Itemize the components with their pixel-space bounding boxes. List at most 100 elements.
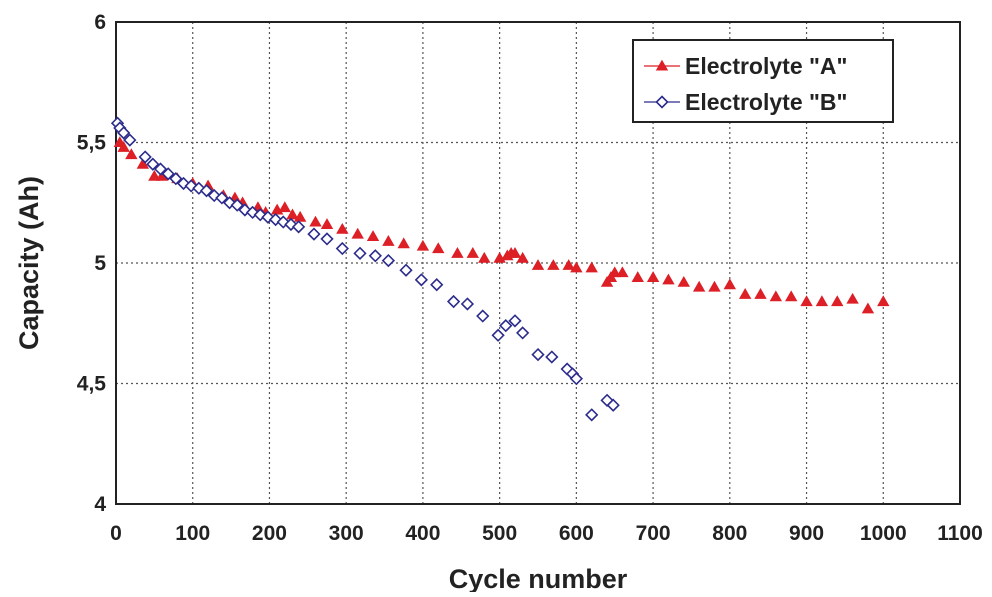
data-point	[381, 253, 396, 268]
data-point	[309, 215, 322, 227]
x-tick-label: 800	[712, 522, 747, 545]
data-point	[570, 261, 583, 273]
data-point	[616, 266, 629, 278]
data-point	[815, 295, 829, 307]
data-point	[585, 261, 598, 273]
data-point	[293, 210, 307, 222]
data-point	[723, 278, 737, 290]
data-point	[368, 249, 382, 263]
data-point	[446, 294, 461, 309]
data-point	[125, 148, 138, 160]
legend-marker	[655, 59, 669, 71]
data-point	[117, 126, 131, 140]
legend-box	[632, 39, 894, 123]
data-point	[646, 271, 660, 282]
data-point	[677, 275, 690, 287]
data-point	[769, 290, 783, 302]
data-point	[738, 288, 752, 299]
x-tick-label: 700	[636, 522, 671, 545]
data-point	[382, 235, 395, 246]
data-point	[432, 242, 445, 254]
x-tick-label: 500	[482, 522, 517, 545]
data-point	[606, 398, 620, 412]
legend-label: Electrolyte "B"	[685, 89, 847, 115]
x-tick-label: 900	[789, 522, 824, 545]
x-tick-label: 1000	[860, 522, 907, 545]
data-point	[460, 297, 475, 311]
data-point	[245, 205, 260, 220]
data-point	[800, 295, 813, 307]
y-axis-title: Capacity (Ah)	[14, 176, 44, 350]
y-tick-label: 5	[94, 252, 106, 275]
data-point	[123, 133, 137, 147]
x-tick-label: 0	[110, 522, 122, 545]
data-point	[516, 326, 530, 340]
data-point	[708, 280, 721, 292]
data-point	[451, 247, 464, 258]
legend-label: Electrolyte "A"	[685, 53, 847, 79]
data-point	[508, 314, 522, 328]
data-point	[397, 237, 410, 249]
data-point	[508, 247, 522, 258]
x-axis-title: Cycle number	[449, 564, 628, 592]
data-point	[754, 288, 767, 299]
data-point	[336, 222, 349, 234]
x-tick-label: 1100	[937, 522, 983, 545]
data-point	[466, 247, 479, 258]
series-electrolyte-a	[113, 136, 890, 314]
data-point	[291, 220, 306, 234]
data-point	[491, 328, 505, 342]
data-point	[169, 172, 183, 186]
series-layer	[110, 116, 890, 422]
data-point	[531, 259, 545, 270]
data-point	[215, 191, 229, 205]
plot-area	[115, 21, 961, 505]
data-point	[138, 150, 152, 164]
series-electrolyte-b	[110, 116, 620, 422]
data-point	[148, 169, 161, 181]
data-point	[153, 162, 168, 176]
data-point	[199, 184, 214, 198]
data-point	[146, 157, 160, 171]
data-point	[476, 309, 490, 323]
data-point	[416, 239, 430, 251]
data-point	[562, 259, 575, 270]
data-point	[585, 408, 599, 422]
data-point	[692, 280, 706, 292]
y-tick-label: 6	[94, 11, 106, 34]
data-point	[861, 302, 875, 314]
data-point	[478, 251, 491, 263]
y-tick-labels: 4 4,5 5 5,5 6	[77, 11, 107, 516]
data-point	[545, 350, 559, 364]
data-point	[499, 319, 513, 333]
data-point	[531, 347, 545, 362]
data-point	[662, 273, 675, 285]
legend: Electrolyte "A" Electrolyte "B"	[632, 39, 894, 123]
data-point	[399, 263, 413, 277]
data-point	[877, 295, 890, 307]
data-point	[351, 227, 364, 239]
data-point	[161, 167, 175, 181]
data-point	[516, 251, 529, 263]
x-tick-label: 400	[405, 522, 440, 545]
data-point	[631, 271, 644, 282]
data-point	[831, 295, 844, 307]
data-point	[366, 230, 380, 242]
data-point	[230, 198, 244, 212]
data-point	[335, 241, 349, 256]
data-point	[117, 141, 130, 152]
x-tick-labels: 0 100 200 300 400 500 600 700 800 900 1000 1100	[110, 522, 983, 545]
x-tick-label: 100	[175, 522, 210, 545]
data-point	[547, 259, 560, 270]
legend-marker	[655, 95, 669, 109]
data-point	[320, 218, 334, 229]
data-point	[430, 278, 444, 292]
data-point	[414, 273, 429, 287]
data-point	[307, 227, 321, 241]
data-point	[569, 372, 583, 386]
data-point	[608, 266, 621, 278]
data-point	[846, 292, 859, 304]
data-point	[278, 201, 291, 213]
